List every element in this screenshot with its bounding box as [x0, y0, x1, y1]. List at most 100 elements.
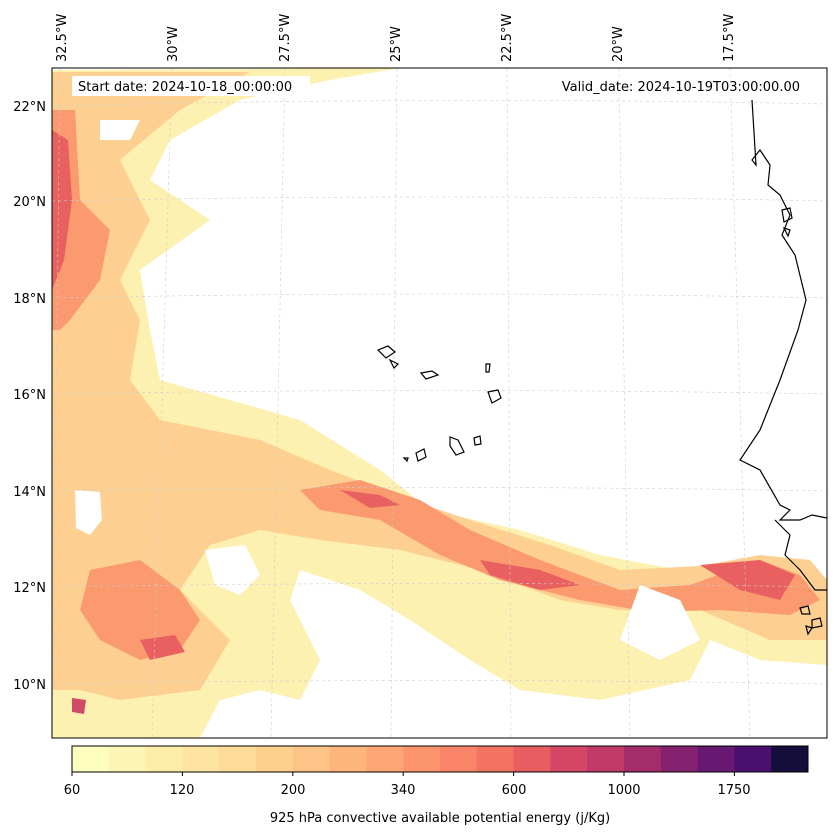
cape-field-peak	[140, 635, 185, 660]
colorbar-swatch	[587, 746, 625, 772]
bissagos-island	[811, 617, 823, 629]
lat-tick-label: 22°N	[13, 100, 46, 115]
cape-field-gap	[100, 120, 140, 140]
cape-verde-island	[449, 436, 465, 456]
cape-verde-island	[388, 358, 400, 370]
graticule	[51, 67, 828, 739]
lon-tick-label: 27.5°W	[278, 14, 293, 62]
parallel-line	[51, 583, 828, 588]
colorbar-swatch	[256, 746, 294, 772]
lon-tick-label: 32.5°W	[55, 14, 70, 62]
colorbar-swatch	[182, 746, 220, 772]
lat-tick-label: 16°N	[13, 388, 46, 403]
cape-field-peak	[340, 490, 400, 508]
valid-date-label: Valid_date: 2024-10-19T03:00:00.00	[562, 80, 800, 95]
colorbar-tick-label: 1000	[607, 783, 640, 798]
colorbar-frame	[71, 745, 809, 773]
colorbar-swatch	[476, 746, 515, 772]
colorbar-swatch	[329, 746, 367, 772]
colorbar-tick-label: 1750	[717, 783, 750, 798]
parallel-line	[51, 487, 828, 492]
valid-date-box	[538, 76, 804, 96]
meridian-line	[151, 67, 173, 739]
lon-tick-label: 17.5°W	[722, 14, 737, 62]
colorbar-swatches	[72, 746, 809, 772]
canary-island	[781, 207, 793, 223]
lat-tick-label: 10°N	[13, 678, 46, 693]
parallel-line	[51, 680, 828, 685]
colorbar-swatch	[72, 746, 110, 772]
colorbar-tick-label: 60	[64, 783, 81, 798]
colorbar-swatch	[660, 746, 699, 772]
africa-coastline	[739, 99, 828, 521]
lon-tick-label: 20°W	[611, 26, 626, 62]
cape-field-high	[80, 560, 200, 660]
lon-tick-label: 22.5°W	[500, 14, 515, 62]
colorbar-swatch	[697, 746, 735, 772]
meridian-line	[506, 67, 512, 739]
bissagos-island	[805, 625, 813, 636]
colorbar-tick-label: 340	[391, 783, 416, 798]
map-area: Start date: 2024-10-18_00:00:00 Valid_da…	[51, 67, 828, 739]
parallel-line	[51, 390, 828, 395]
meridian-line	[270, 67, 286, 739]
colorbar-swatch	[292, 746, 331, 772]
cape-field-gap	[75, 490, 102, 535]
parallel-line	[51, 100, 828, 107]
latitude-labels: 22°N 20°N 18°N 16°N 14°N 12°N 10°N	[13, 100, 46, 693]
meridian-line	[390, 67, 398, 739]
colorbar-tick-label: 600	[502, 783, 527, 798]
colorbar-swatch	[403, 746, 441, 772]
coastlines	[376, 99, 828, 636]
cape-field-peak	[700, 560, 795, 600]
cape-field-high	[300, 480, 820, 615]
colorbar-swatch	[219, 746, 257, 772]
cape-field-peak	[72, 698, 86, 714]
meridian-line	[51, 67, 61, 739]
colorbar-swatch	[108, 746, 147, 772]
cape-field-peak	[52, 130, 72, 290]
bissagos-island	[799, 605, 811, 615]
africa-coastline	[774, 519, 827, 591]
colorbar-tick-label: 200	[281, 783, 306, 798]
lat-tick-label: 12°N	[13, 581, 46, 596]
cape-verde-island	[473, 435, 482, 446]
lon-tick-label: 25°W	[389, 26, 404, 62]
longitude-labels: 32.5°W 30°W 27.5°W 25°W 22.5°W 20°W 17.5…	[55, 14, 737, 62]
cape-verde-island	[402, 457, 409, 463]
meridian-line	[729, 67, 751, 739]
colorbar-swatch	[366, 746, 404, 772]
canary-island	[782, 226, 791, 238]
map-frame	[51, 67, 828, 739]
colorbar-label: 925 hPa convective available potential e…	[270, 811, 610, 826]
start-date-box	[72, 76, 310, 96]
colorbar: 60 120 200 340 600 1000 1750 925 hPa con…	[64, 745, 809, 826]
colorbar-swatch	[624, 746, 662, 772]
colorbar-swatch	[550, 746, 588, 772]
cape-field	[52, 68, 827, 738]
colorbar-swatch	[771, 746, 809, 772]
cape-verde-island	[419, 370, 440, 380]
lon-tick-label: 30°W	[166, 26, 181, 62]
colorbar-tick-label: 120	[170, 783, 195, 798]
lat-tick-label: 18°N	[13, 292, 46, 307]
parallel-line	[51, 293, 828, 299]
colorbar-ticks	[71, 772, 735, 776]
colorbar-swatch	[734, 746, 772, 772]
meridian-line	[618, 67, 631, 739]
cape-field-gap	[620, 585, 700, 660]
lat-tick-label: 14°N	[13, 485, 46, 500]
cape-field-gap	[205, 545, 260, 595]
parallel-line	[51, 196, 828, 202]
colorbar-swatch	[440, 746, 478, 772]
colorbar-swatch	[513, 746, 551, 772]
cape-verde-island	[415, 448, 427, 462]
cape-verde-island	[376, 345, 396, 359]
cape-field-peak	[480, 560, 580, 590]
lat-tick-label: 20°N	[13, 195, 46, 210]
cape-verde-island	[485, 363, 491, 373]
start-date-label: Start date: 2024-10-18_00:00:00	[78, 80, 292, 95]
colorbar-swatch	[145, 746, 183, 772]
cape-verde-island	[487, 389, 502, 404]
